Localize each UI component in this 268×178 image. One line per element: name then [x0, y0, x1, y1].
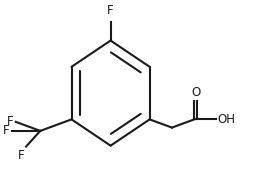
Text: OH: OH — [217, 113, 236, 126]
Text: F: F — [107, 4, 114, 17]
Text: O: O — [191, 86, 200, 99]
Text: F: F — [18, 149, 25, 162]
Text: F: F — [7, 114, 14, 127]
Text: F: F — [3, 124, 10, 137]
